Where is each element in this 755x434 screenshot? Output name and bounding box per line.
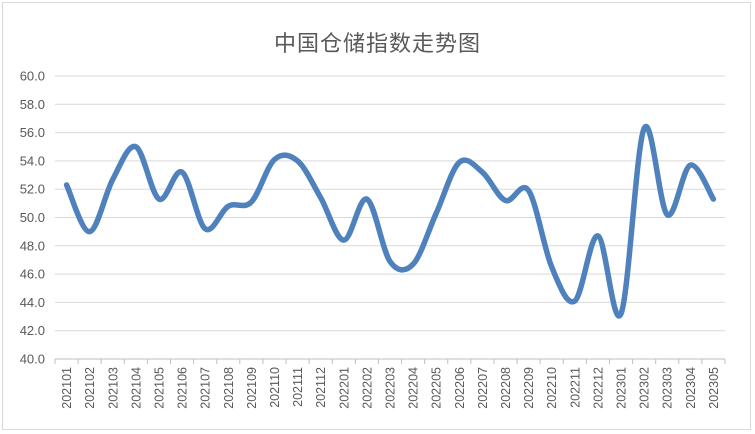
- data-point-202107: [203, 227, 207, 231]
- data-point-202209: [527, 189, 531, 193]
- data-point-202102: [88, 230, 92, 234]
- x-tick-label: 202210: [545, 367, 559, 409]
- x-tick-label: 202209: [522, 367, 536, 409]
- x-tick-label: 202110: [268, 367, 282, 408]
- x-tick-label: 202101: [60, 367, 74, 409]
- data-point-202303: [665, 213, 669, 217]
- data-point-202305: [711, 197, 715, 201]
- y-tick-label: 54.0: [20, 153, 45, 168]
- data-point-202304: [688, 163, 692, 167]
- data-point-202109: [249, 200, 253, 204]
- x-tick-label: 202301: [615, 367, 629, 409]
- data-point-202212: [596, 234, 600, 238]
- x-tick-label: 202207: [476, 367, 490, 409]
- x-tick-label: 202102: [83, 367, 97, 409]
- x-tick-label: 202105: [152, 367, 166, 409]
- series-lines: [63, 123, 717, 319]
- data-point-202101: [65, 183, 69, 187]
- y-tick-label: 40.0: [20, 352, 45, 367]
- data-point-202205: [434, 211, 438, 215]
- x-tick-label: 202303: [661, 367, 675, 409]
- y-tick-label: 52.0: [20, 182, 45, 197]
- x-tick-label: 202104: [129, 367, 143, 409]
- x-tick-label: 202107: [199, 367, 213, 409]
- data-point-202112: [319, 196, 323, 200]
- data-point-202111: [296, 159, 300, 163]
- x-tick-label: 202206: [453, 367, 467, 409]
- y-tick-labels: 40.0 42.0 44.0 46.0 48.0 50.0 52.0 54.0 56.0 58.0…: [20, 69, 45, 367]
- data-point-202211: [573, 299, 577, 303]
- y-tick-label: 42.0: [20, 323, 45, 338]
- data-point-202206: [457, 160, 461, 164]
- axes: [54, 358, 726, 364]
- series-line: [63, 123, 717, 319]
- data-point-202203: [388, 259, 392, 263]
- x-tick-label: 202204: [407, 367, 421, 409]
- data-point-202301: [619, 312, 623, 316]
- y-tick-label: 46.0: [20, 267, 45, 282]
- x-tick-label: 202205: [430, 367, 444, 409]
- x-tick-label: 202103: [106, 367, 120, 409]
- data-point-202202: [365, 197, 369, 201]
- x-tick-label: 202304: [684, 367, 698, 409]
- data-point-202103: [111, 177, 115, 181]
- x-tick-label: 202211: [568, 367, 582, 408]
- x-tick-label: 202106: [176, 367, 190, 409]
- x-tick-label: 202201: [337, 367, 351, 409]
- x-tick-label: 202202: [360, 367, 374, 409]
- x-tick-label: 202109: [245, 367, 259, 409]
- x-tick-label: 202208: [499, 367, 513, 409]
- data-point-202210: [550, 265, 554, 269]
- data-point-202302: [642, 126, 646, 130]
- x-tick-label: 202302: [638, 367, 652, 409]
- data-point-202106: [180, 170, 184, 174]
- chart-title: 中国仓储指数走势图: [273, 32, 481, 57]
- data-point-202207: [480, 170, 484, 174]
- y-tick-label: 56.0: [20, 125, 45, 140]
- data-point-202201: [342, 238, 346, 242]
- data-point-202105: [157, 197, 161, 201]
- x-tick-label: 202203: [384, 367, 398, 409]
- x-tick-labels: 202101 202102 202103 202104 202105 202106 2021…: [60, 367, 721, 409]
- data-point-202208: [504, 199, 508, 203]
- y-tick-label: 58.0: [20, 97, 45, 112]
- x-tick-label: 202111: [291, 367, 305, 407]
- x-tick-label: 202108: [222, 367, 236, 409]
- y-tick-label: 44.0: [20, 295, 45, 310]
- data-point-202108: [226, 204, 230, 208]
- y-tick-label: 48.0: [20, 238, 45, 253]
- x-tick-label: 202112: [314, 367, 328, 408]
- data-point-202110: [272, 157, 276, 161]
- data-point-202204: [411, 262, 415, 266]
- y-tick-label: 60.0: [20, 69, 45, 84]
- x-tick-label: 202212: [591, 367, 605, 409]
- x-tick-label: 202305: [707, 367, 721, 409]
- y-tick-label: 50.0: [20, 210, 45, 225]
- data-point-202104: [134, 145, 138, 149]
